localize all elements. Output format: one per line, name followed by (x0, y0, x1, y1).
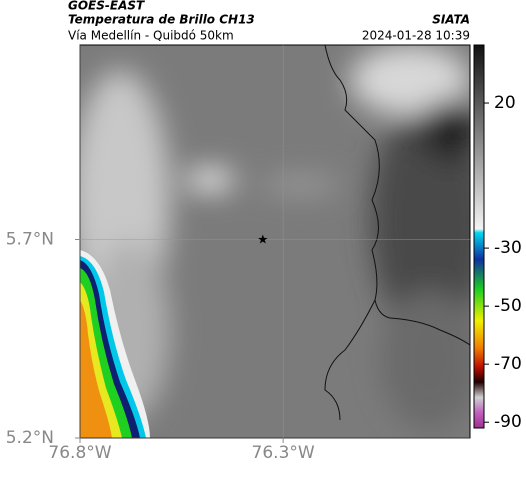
lat-tick-label: 5.7°N (6, 230, 54, 250)
subtitle: Vía Medellín - Quibdó 50km (68, 29, 234, 43)
location-marker (258, 234, 268, 244)
colorbar-tick-label: -50 (494, 296, 522, 316)
timestamp: 2024-01-28 10:39 (362, 29, 470, 43)
colorbar-tick-label: -90 (494, 412, 522, 432)
colorbar-tick-label: -70 (494, 354, 522, 374)
source: GOES-EAST (68, 0, 145, 13)
map-image (80, 45, 470, 438)
colorbar-tick-label: -30 (494, 238, 522, 258)
lon-tick-label: 76.3°W (252, 443, 315, 463)
colorbar (473, 44, 485, 429)
lon-tick-label: 76.8°W (48, 443, 111, 463)
org: SIATA (432, 13, 470, 27)
colorbar-tick-label: 20 (494, 93, 516, 113)
title: Temperatura de Brillo CH13 (68, 13, 255, 27)
lat-tick-label: 5.2°N (6, 428, 54, 448)
